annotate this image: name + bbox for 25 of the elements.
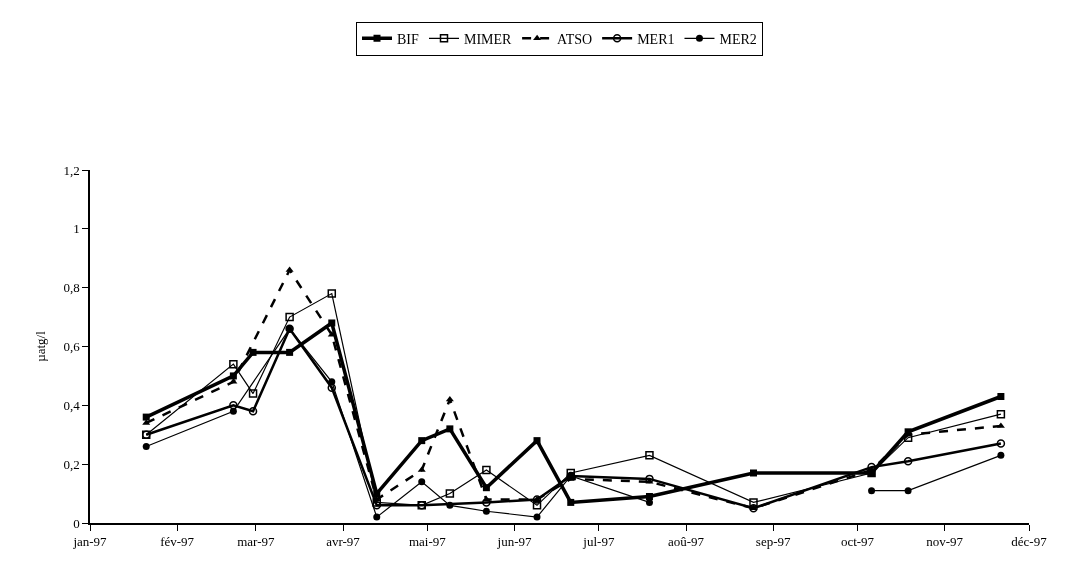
legend-label: ATSO (557, 31, 593, 47)
legend-label: BIF (397, 31, 419, 47)
x-tick-label: oct-97 (840, 534, 875, 550)
x-tick-label: déc-97 (1011, 534, 1048, 550)
y-tick-label: 0,2 (63, 456, 80, 472)
y-tick-label: 0,6 (63, 339, 81, 355)
legend-label: MER2 (719, 31, 757, 47)
x-tick-label: jul-97 (582, 534, 615, 550)
x-tick-label: mar-97 (237, 534, 276, 550)
y-tick-label: 0,4 (63, 397, 81, 413)
legend-label: MER1 (637, 31, 675, 47)
x-tick-label: avr-97 (326, 534, 361, 550)
x-tick-label: mai-97 (408, 534, 447, 550)
y-axis-title: µatg/l (32, 330, 48, 362)
y-tick-label: 0,8 (63, 280, 80, 296)
y-tick-label: 1 (73, 221, 80, 237)
x-tick-label: aoû-97 (667, 534, 705, 550)
x-tick-label: sep-97 (755, 534, 791, 550)
x-tick-label: jun-97 (496, 534, 532, 550)
y-tick-label: 1,2 (63, 162, 80, 178)
x-tick-label: nov-97 (926, 534, 964, 550)
legend-label: MIMER (464, 31, 513, 47)
x-tick-label: jan-97 (72, 534, 108, 550)
x-tick-label: fév-97 (160, 534, 195, 550)
y-tick-label: 0 (73, 515, 80, 531)
